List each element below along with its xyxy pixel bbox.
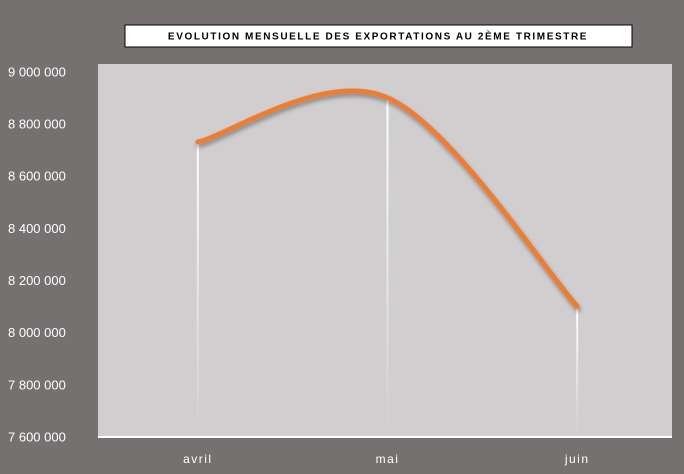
y-tick-label: 8 400 000	[8, 221, 66, 236]
x-tick-label: avril	[183, 452, 213, 466]
title-box	[124, 24, 633, 48]
chart-title: EVOLUTION MENSUELLE DES EXPORTATIONS AU …	[168, 30, 588, 43]
y-tick-label: 7 600 000	[8, 429, 66, 444]
y-tick-label: 8 600 000	[8, 169, 66, 184]
data-line	[195, 88, 580, 309]
x-tick-label: mai	[376, 452, 400, 466]
y-tick-label: 7 800 000	[8, 377, 66, 392]
drop-line	[386, 97, 389, 438]
y-tick-label: 8 800 000	[8, 117, 66, 132]
x-tick-label: juin	[564, 452, 590, 466]
plot-area	[98, 64, 672, 437]
drop-line	[576, 306, 579, 437]
drop-line	[196, 142, 199, 437]
y-tick-label: 9 000 000	[8, 64, 66, 79]
y-tick-label: 8 200 000	[8, 273, 66, 288]
y-tick-label: 8 000 000	[8, 325, 66, 340]
